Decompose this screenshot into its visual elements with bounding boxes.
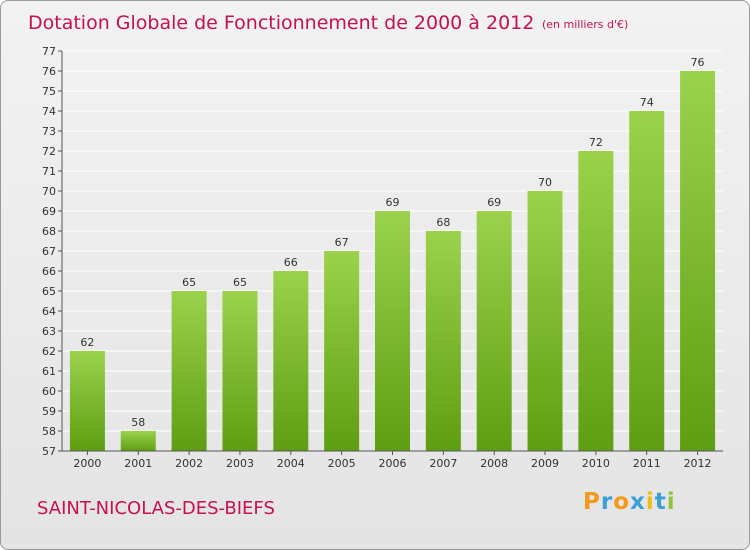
y-tick-label: 62 [42,345,56,358]
brand-logo: Proxiti [583,489,676,515]
brand-letter: o [613,489,631,515]
x-tick-label: 2009 [531,457,559,470]
x-tick-label: 2000 [73,457,101,470]
bar-2003 [222,291,258,451]
bar-value-label: 74 [640,96,654,109]
y-tick-label: 71 [42,165,56,178]
y-tick-label: 73 [42,125,56,138]
bar-value-label: 66 [284,256,298,269]
x-tick-label: 2011 [633,457,661,470]
bar-value-label: 70 [538,176,552,189]
brand-letter: P [583,489,601,515]
x-tick-label: 2001 [124,457,152,470]
bar-value-label: 62 [80,336,94,349]
bars: 62 58 65 65 66 67 69 68 69 70 72 74 76 [69,56,716,451]
chart-title: Dotation Globale de Fonctionnement de 20… [28,12,534,34]
bar-value-label: 68 [436,216,450,229]
bar-2005 [324,251,360,451]
y-tick-label: 64 [42,305,56,318]
bar-value-label: 76 [691,56,705,69]
y-tick-label: 72 [42,145,56,158]
x-tick-label: 2003 [226,457,254,470]
x-tick-label: 2006 [379,457,407,470]
bar-2004 [273,271,309,451]
commune-name: SAINT-NICOLAS-DES-BIEFS [37,498,275,519]
bar-2011 [629,111,665,451]
bar-value-label: 58 [131,416,145,429]
x-tick-label: 2004 [277,457,305,470]
y-tick-label: 70 [42,185,56,198]
y-tick-label: 69 [42,205,56,218]
brand-letter: x [630,489,646,515]
x-tick-label: 2008 [480,457,508,470]
bar-2002 [171,291,207,451]
bar-value-label: 65 [233,276,247,289]
x-tick-label: 2005 [328,457,356,470]
y-tick-label: 60 [42,385,56,398]
bar-2007 [425,231,461,451]
y-tick-label: 75 [42,85,56,98]
y-tick-label: 59 [42,405,56,418]
bar-value-label: 67 [335,236,349,249]
brand-letter: i [666,489,676,515]
chart-subtitle: (en milliers d'€) [542,18,628,31]
x-tick-label: 2007 [429,457,457,470]
y-tick-label: 74 [42,105,56,118]
y-tick-label: 57 [42,445,56,458]
y-tick-label: 65 [42,285,56,298]
y-tick-label: 66 [42,265,56,278]
y-tick-label: 76 [42,65,56,78]
y-tick-label: 61 [42,365,56,378]
bar-2006 [375,211,410,451]
brand-letter: t [654,489,667,515]
y-tick-label: 77 [42,45,56,58]
bar-value-label: 65 [182,276,196,289]
y-tick-label: 67 [42,245,56,258]
y-axis: 57 58 59 60 61 62 63 64 65 66 67 68 69 70 71 72 73 74 75 76… [42,45,63,458]
bar-2001 [120,431,156,451]
bar-2009 [527,191,563,451]
y-tick-label: 68 [42,225,56,238]
x-tick-label: 2002 [175,457,203,470]
bar-value-label: 69 [386,196,400,209]
bar-2008 [476,211,512,451]
bar-2010 [578,151,614,451]
brand-letter: r [600,489,614,515]
bar-value-label: 72 [589,136,603,149]
y-tick-label: 63 [42,325,56,338]
bar-value-label: 69 [487,196,501,209]
bar-2012 [680,71,716,451]
x-axis: 2000 2001 2002 2003 2004 2005 2006 2007 2008 2009… [62,450,723,470]
brand-letter: i [645,489,655,515]
y-tick-label: 58 [42,425,56,438]
x-tick-label: 2010 [582,457,610,470]
x-tick-label: 2012 [684,457,712,470]
bar-2000 [69,351,105,451]
